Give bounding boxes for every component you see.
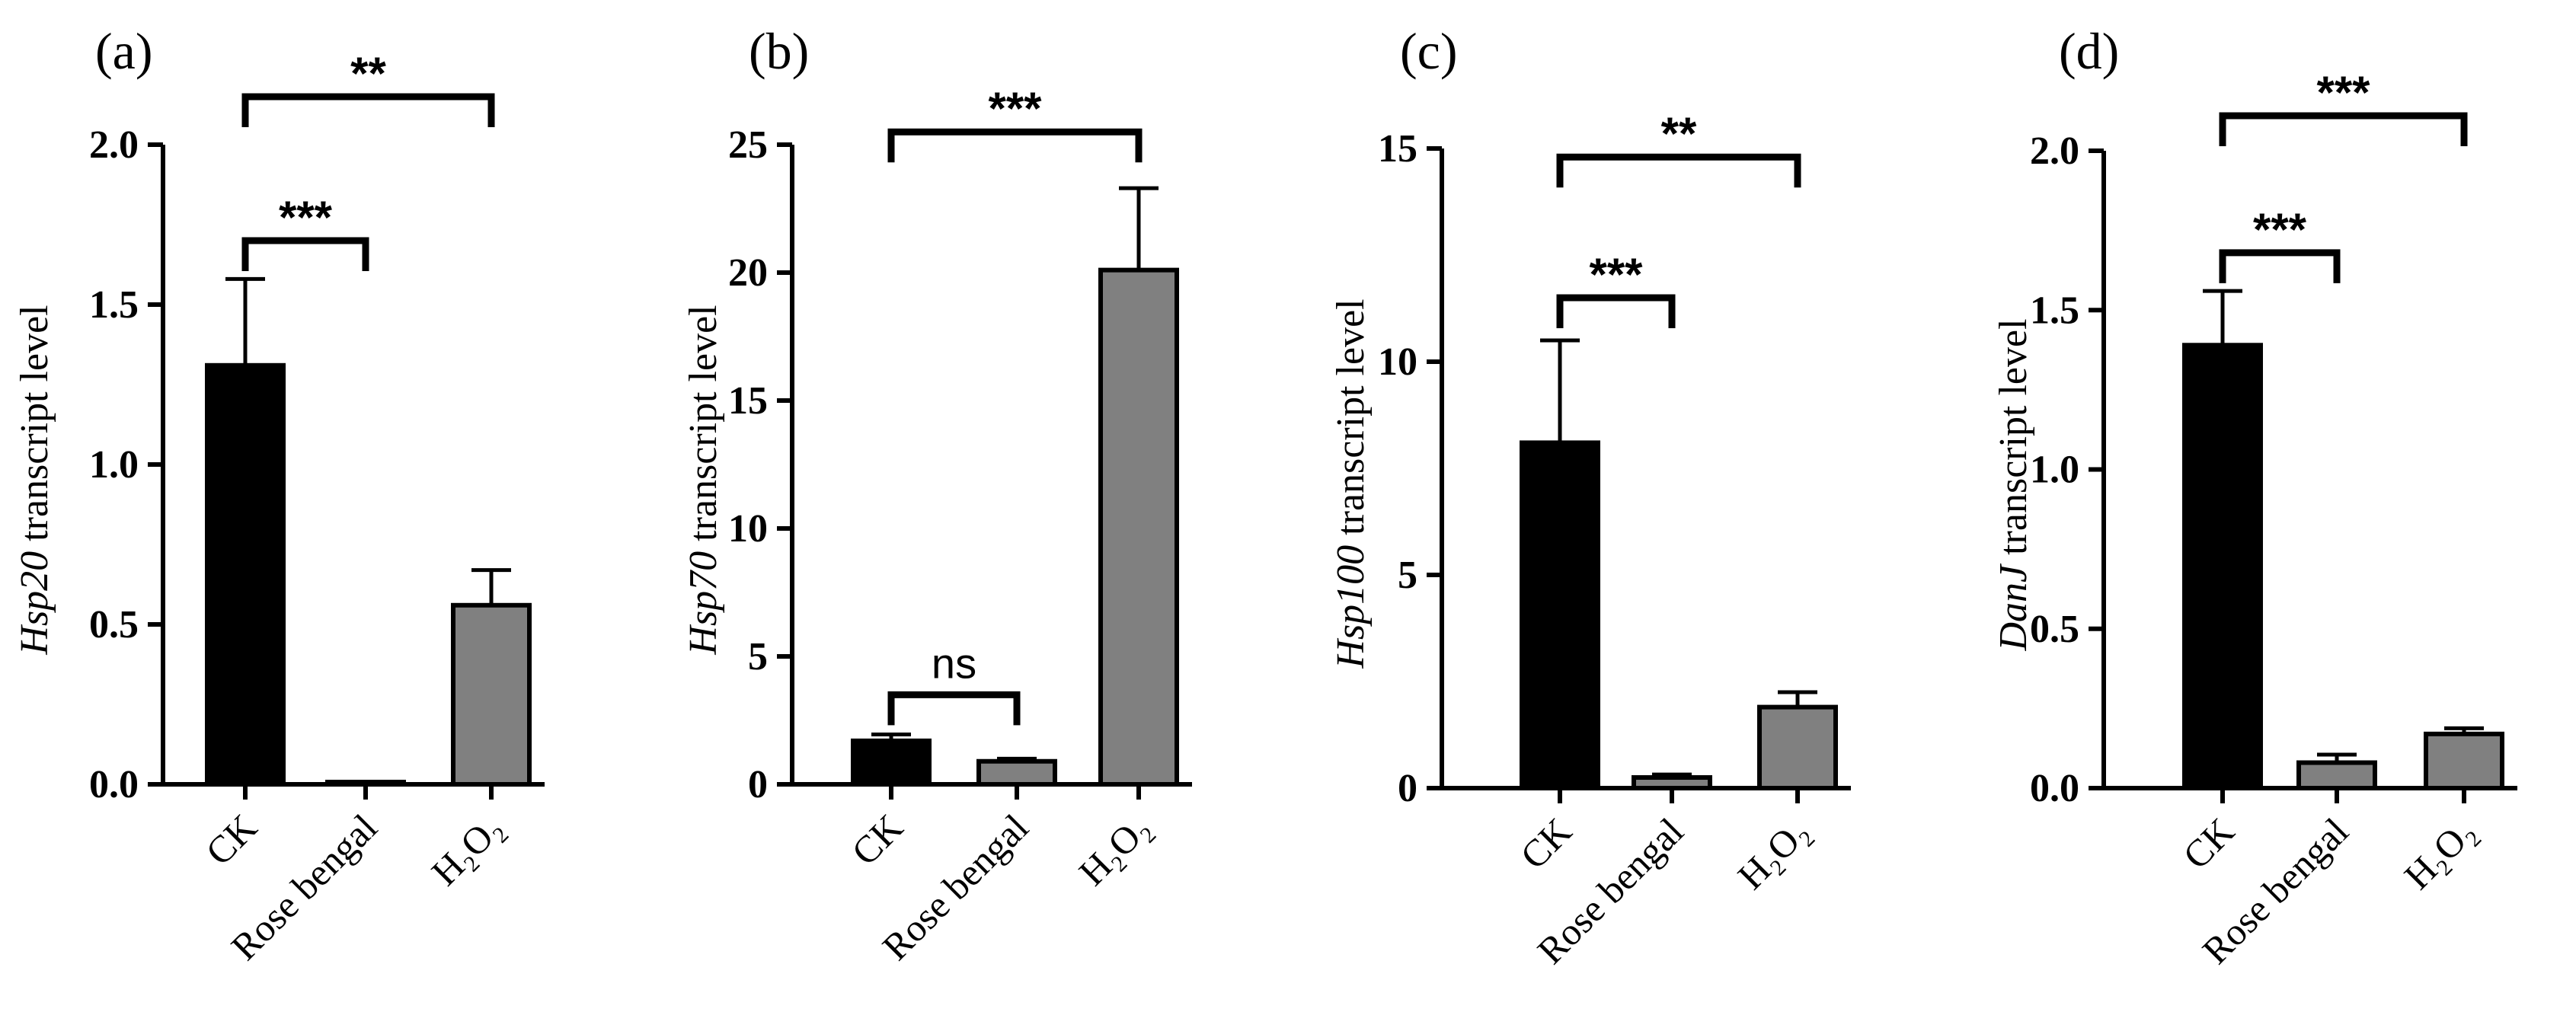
y-axis-label: Hsp70 transcript level bbox=[682, 305, 725, 655]
error-bar bbox=[1540, 338, 1580, 443]
y-axis-label-gene: Hsp20 bbox=[13, 551, 56, 656]
y-axis-label: Hsp20 transcript level bbox=[13, 305, 56, 655]
y-tick-label: 0.0 bbox=[2030, 767, 2079, 810]
significance-label: *** bbox=[988, 83, 1042, 134]
significance-label: *** bbox=[2316, 67, 2370, 118]
x-tick-label: CK bbox=[843, 806, 911, 873]
error-bar bbox=[2203, 289, 2242, 346]
error-bar bbox=[471, 568, 511, 605]
y-tick-label: 1.5 bbox=[89, 283, 139, 327]
y-tick-label: 5 bbox=[748, 635, 768, 678]
panel-label: (c) bbox=[1400, 22, 1457, 80]
significance-bracket bbox=[1556, 294, 1676, 328]
bar bbox=[325, 780, 406, 787]
error-bar bbox=[1778, 690, 1817, 707]
significance-bracket bbox=[887, 691, 1021, 726]
significance-label: *** bbox=[1589, 249, 1643, 300]
x-tick-label: H₂O₂ bbox=[1070, 806, 1158, 893]
error-bar bbox=[1652, 772, 1692, 777]
y-axis-label: Hsp100 transcript level bbox=[1329, 299, 1373, 669]
significance-bracket bbox=[2219, 112, 2468, 146]
y-axis-label-gene: Hsp100 bbox=[1329, 545, 1373, 669]
y-tick-label: 0.0 bbox=[89, 763, 139, 806]
error-bar bbox=[871, 732, 911, 741]
y-tick-label: 15 bbox=[728, 379, 768, 423]
bar bbox=[851, 738, 932, 787]
bar bbox=[976, 758, 1057, 787]
x-tick-label: CK bbox=[197, 806, 265, 873]
y-tick-label: 2.0 bbox=[89, 123, 139, 167]
bar bbox=[2424, 731, 2504, 790]
significance-bracket bbox=[241, 93, 495, 127]
x-tick-label: H₂O₂ bbox=[423, 806, 510, 893]
y-tick-label: 0 bbox=[748, 763, 768, 806]
error-bar bbox=[1119, 186, 1159, 270]
y-tick-label: 1.0 bbox=[89, 443, 139, 487]
significance-bracket bbox=[1556, 153, 1801, 188]
chart-panel-4: (d) 0.0 0.5 1.0 1.5 2.0 DanJ transcript level C… bbox=[1992, 22, 2517, 972]
y-tick-label: 10 bbox=[728, 507, 768, 551]
y-tick-label: 15 bbox=[1378, 127, 1417, 171]
y-tick-label: 0 bbox=[1398, 767, 1417, 810]
significance-label: *** bbox=[2253, 204, 2307, 255]
y-axis-label-gene: DanJ bbox=[1992, 563, 2035, 652]
y-tick-label: 0.5 bbox=[89, 603, 139, 646]
panel-label: (b) bbox=[749, 22, 809, 80]
y-axis-label-rest: transcript level bbox=[682, 305, 725, 551]
y-axis-label-rest: transcript level bbox=[1992, 318, 2035, 564]
y-axis-label-rest: transcript level bbox=[1329, 299, 1373, 544]
significance-bracket bbox=[2219, 249, 2341, 283]
y-tick-label: 1.5 bbox=[2030, 289, 2079, 332]
error-bar bbox=[2444, 726, 2484, 734]
y-tick-label: 2.0 bbox=[2030, 129, 2079, 173]
significance-bracket bbox=[241, 237, 369, 271]
bar bbox=[1632, 775, 1712, 790]
bar bbox=[2296, 760, 2377, 791]
significance-label: ** bbox=[1661, 108, 1697, 159]
error-bar bbox=[225, 276, 265, 366]
y-axis-label: DanJ transcript level bbox=[1992, 318, 2035, 651]
significance-label: *** bbox=[279, 192, 333, 243]
error-bar bbox=[2317, 752, 2357, 763]
y-axis-label-gene: Hsp70 bbox=[682, 551, 725, 656]
y-tick-label: 5 bbox=[1398, 554, 1417, 597]
chart-panel-1: (a) 0.0 0.5 1.0 1.5 2.0 Hsp20 transcript level… bbox=[13, 22, 545, 969]
y-tick-label: 10 bbox=[1378, 340, 1417, 384]
significance-label: ** bbox=[350, 48, 386, 99]
y-tick-label: 1.0 bbox=[2030, 449, 2079, 492]
bar bbox=[451, 602, 532, 787]
panel-label: (d) bbox=[2059, 22, 2119, 80]
bar bbox=[1520, 440, 1600, 791]
x-tick-label: H₂O₂ bbox=[1729, 809, 1817, 897]
x-tick-label: CK bbox=[2175, 809, 2242, 877]
y-tick-label: 25 bbox=[728, 123, 768, 167]
y-axis-label-rest: transcript level bbox=[13, 305, 56, 551]
y-tick-label: 20 bbox=[728, 251, 768, 295]
bar bbox=[2182, 343, 2263, 791]
panel-label: (a) bbox=[95, 22, 152, 80]
x-tick-label: H₂O₂ bbox=[2395, 809, 2483, 897]
x-tick-label: CK bbox=[1512, 809, 1580, 877]
significance-bracket bbox=[887, 128, 1143, 163]
bar bbox=[1757, 704, 1838, 790]
y-tick-label: 0.5 bbox=[2030, 608, 2079, 651]
bar bbox=[1098, 267, 1179, 787]
significance-label: ns bbox=[932, 639, 976, 687]
error-bar bbox=[997, 756, 1037, 761]
bar bbox=[205, 362, 286, 787]
